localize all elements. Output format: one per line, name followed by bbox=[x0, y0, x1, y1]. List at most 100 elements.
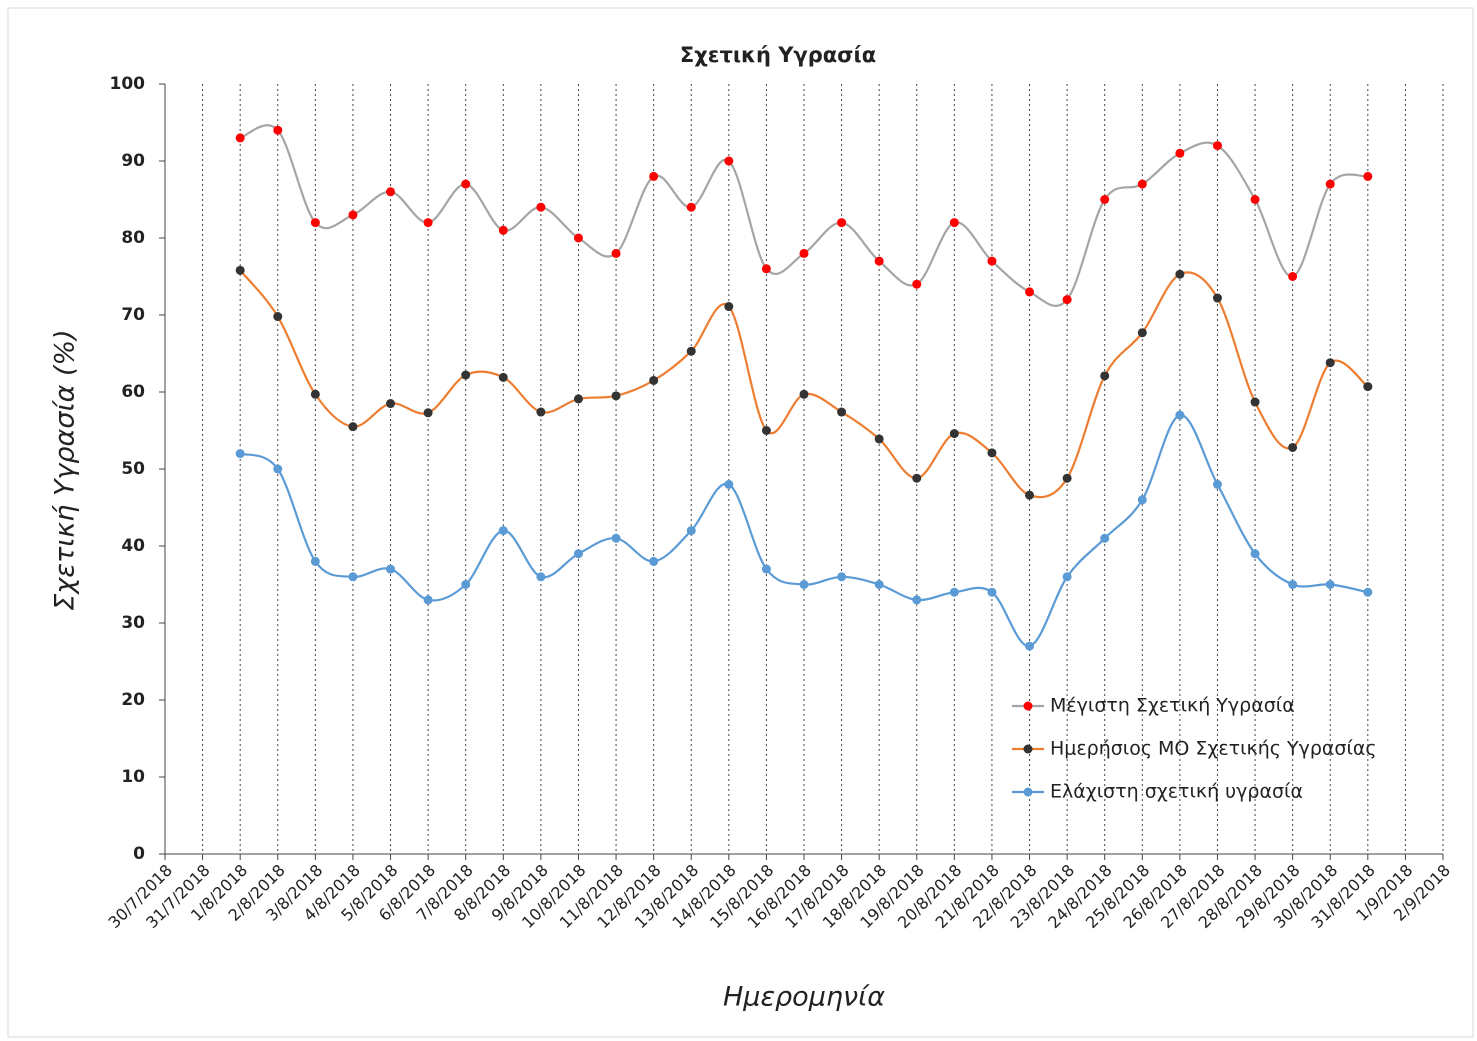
legend-marker bbox=[1023, 701, 1033, 711]
data-point bbox=[1288, 580, 1298, 589]
data-point bbox=[348, 422, 358, 432]
data-point bbox=[837, 407, 847, 417]
data-point bbox=[1363, 587, 1373, 597]
data-point bbox=[761, 426, 771, 435]
data-point bbox=[649, 375, 659, 385]
data-point bbox=[348, 210, 358, 220]
data-point bbox=[498, 372, 508, 382]
data-point bbox=[649, 556, 659, 566]
data-point bbox=[761, 264, 771, 274]
data-point bbox=[1212, 141, 1222, 151]
legend-label: Ημερήσιος ΜΟ Σχετικής Υγρασίας bbox=[1050, 738, 1377, 760]
y-tick-label: 30 bbox=[121, 613, 145, 633]
y-axis-title: Σχετική Υγρασία (%) bbox=[50, 329, 81, 610]
data-point bbox=[1250, 397, 1260, 407]
data-point bbox=[1325, 358, 1335, 368]
data-point bbox=[912, 279, 922, 289]
data-point bbox=[1325, 179, 1335, 189]
data-point bbox=[235, 265, 245, 275]
data-point bbox=[1062, 572, 1072, 582]
data-point bbox=[1212, 479, 1222, 489]
data-point bbox=[1363, 382, 1373, 392]
data-point bbox=[987, 448, 997, 458]
data-point bbox=[1025, 490, 1035, 500]
data-point bbox=[799, 248, 809, 258]
data-point bbox=[461, 370, 471, 380]
y-tick-label: 40 bbox=[121, 536, 145, 556]
data-point bbox=[1175, 148, 1185, 158]
data-point bbox=[1062, 295, 1072, 305]
data-point bbox=[423, 408, 433, 418]
data-point bbox=[536, 407, 546, 417]
y-tick-label: 0 bbox=[133, 844, 145, 864]
data-point bbox=[1250, 549, 1260, 559]
data-point bbox=[536, 572, 546, 582]
data-point bbox=[235, 133, 245, 143]
data-point bbox=[1212, 293, 1222, 303]
data-point bbox=[1025, 641, 1035, 651]
data-point bbox=[348, 572, 358, 582]
data-point bbox=[912, 595, 922, 605]
data-point bbox=[724, 479, 734, 489]
data-point bbox=[386, 399, 396, 409]
x-axis-title: Ημερομηνία bbox=[723, 982, 885, 1013]
data-point bbox=[686, 202, 696, 212]
chart-title: Σχετική Υγρασία bbox=[680, 43, 876, 67]
data-point bbox=[611, 391, 621, 401]
data-point bbox=[498, 526, 508, 536]
legend-marker bbox=[1023, 787, 1033, 797]
data-point bbox=[1175, 410, 1185, 420]
data-point bbox=[761, 564, 771, 574]
data-point bbox=[310, 389, 320, 399]
chart-frame bbox=[7, 7, 1474, 1038]
data-point bbox=[987, 256, 997, 266]
data-point bbox=[949, 429, 959, 439]
data-point bbox=[1100, 371, 1110, 381]
data-point bbox=[611, 248, 621, 258]
data-point bbox=[423, 218, 433, 228]
data-point bbox=[423, 595, 433, 605]
data-point bbox=[273, 464, 283, 474]
data-point bbox=[573, 394, 583, 404]
data-point bbox=[649, 171, 659, 181]
data-point bbox=[386, 564, 396, 574]
data-point bbox=[686, 526, 696, 536]
data-point bbox=[1288, 272, 1298, 281]
data-point bbox=[1100, 195, 1110, 204]
data-point bbox=[799, 580, 809, 589]
data-point bbox=[1137, 495, 1147, 505]
data-point bbox=[1250, 195, 1260, 204]
data-point bbox=[1363, 171, 1373, 181]
y-tick-label: 60 bbox=[121, 382, 145, 402]
data-point bbox=[273, 312, 283, 322]
data-point bbox=[1062, 473, 1072, 483]
data-point bbox=[386, 187, 396, 197]
data-point bbox=[1100, 533, 1110, 543]
data-point bbox=[724, 302, 734, 312]
data-point bbox=[536, 202, 546, 212]
data-point bbox=[1137, 179, 1147, 189]
data-point bbox=[461, 580, 471, 589]
y-tick-label: 100 bbox=[110, 74, 146, 94]
data-point bbox=[799, 389, 809, 399]
y-tick-label: 70 bbox=[121, 305, 145, 325]
data-point bbox=[235, 449, 245, 459]
data-point bbox=[686, 346, 696, 356]
y-tick-label: 80 bbox=[121, 228, 145, 248]
data-point bbox=[573, 233, 583, 243]
data-point bbox=[874, 434, 884, 444]
data-point bbox=[1288, 442, 1298, 452]
data-point bbox=[1325, 580, 1335, 589]
data-point bbox=[611, 533, 621, 543]
data-point bbox=[1025, 287, 1035, 297]
data-point bbox=[874, 256, 884, 266]
legend-label: Μέγιστη Σχετική Υγρασία bbox=[1050, 695, 1295, 717]
legend-marker bbox=[1023, 744, 1033, 754]
data-point bbox=[837, 218, 847, 228]
data-point bbox=[949, 218, 959, 228]
data-point bbox=[949, 587, 959, 597]
y-tick-label: 90 bbox=[121, 151, 145, 171]
data-point bbox=[310, 556, 320, 566]
y-tick-label: 10 bbox=[121, 767, 145, 787]
